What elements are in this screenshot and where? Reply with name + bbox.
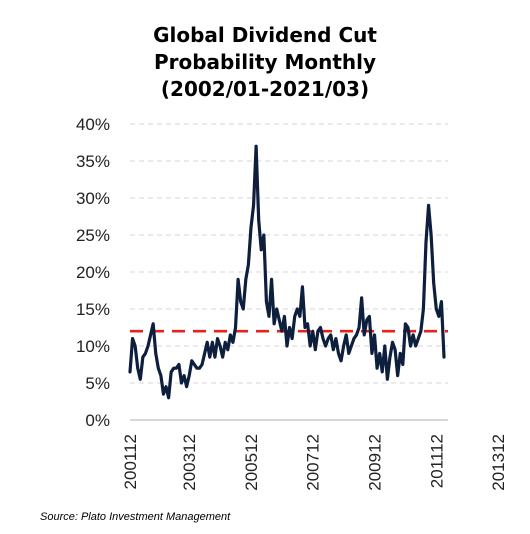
chart-title-line-3: (2002/01-2021/03) <box>160 77 370 101</box>
x-tick-label: 200512 <box>242 434 261 491</box>
y-tick-label: 0% <box>85 411 110 430</box>
source-note: Source: Plato Investment Management <box>40 511 231 523</box>
gridlines <box>130 123 448 384</box>
y-tick-label: 25% <box>76 226 110 245</box>
series-line <box>128 144 446 400</box>
y-tick-label: 35% <box>76 152 110 171</box>
y-tick-label: 10% <box>76 337 110 356</box>
x-tick-label: 201112 <box>427 434 446 488</box>
chart-title-line-1: Global Dividend Cut <box>153 23 377 47</box>
y-tick-label: 5% <box>85 374 110 393</box>
y-tick-label: 30% <box>76 189 110 208</box>
x-tick-label: 200912 <box>366 434 385 491</box>
x-axis-tick-labels: 200112 200312 200512 200712 200912 201112 2013… <box>121 434 508 491</box>
y-axis-tick-labels: 0% 5% 10% 15% 20% 25% 30% 35% 40% <box>76 115 110 430</box>
chart-title: Global Dividend Cut Probability Monthly … <box>0 22 530 103</box>
y-tick-label: 40% <box>76 115 110 134</box>
x-tick-label: 200112 <box>121 434 140 489</box>
series-layer <box>128 144 446 400</box>
chart-title-line-2: Probability Monthly <box>153 50 377 74</box>
x-tick-label: 201312 <box>489 434 508 491</box>
y-tick-label: 15% <box>76 300 110 319</box>
y-tick-label: 20% <box>76 263 110 282</box>
x-tick-label: 200312 <box>180 434 199 491</box>
x-tick-label: 200712 <box>304 434 323 491</box>
